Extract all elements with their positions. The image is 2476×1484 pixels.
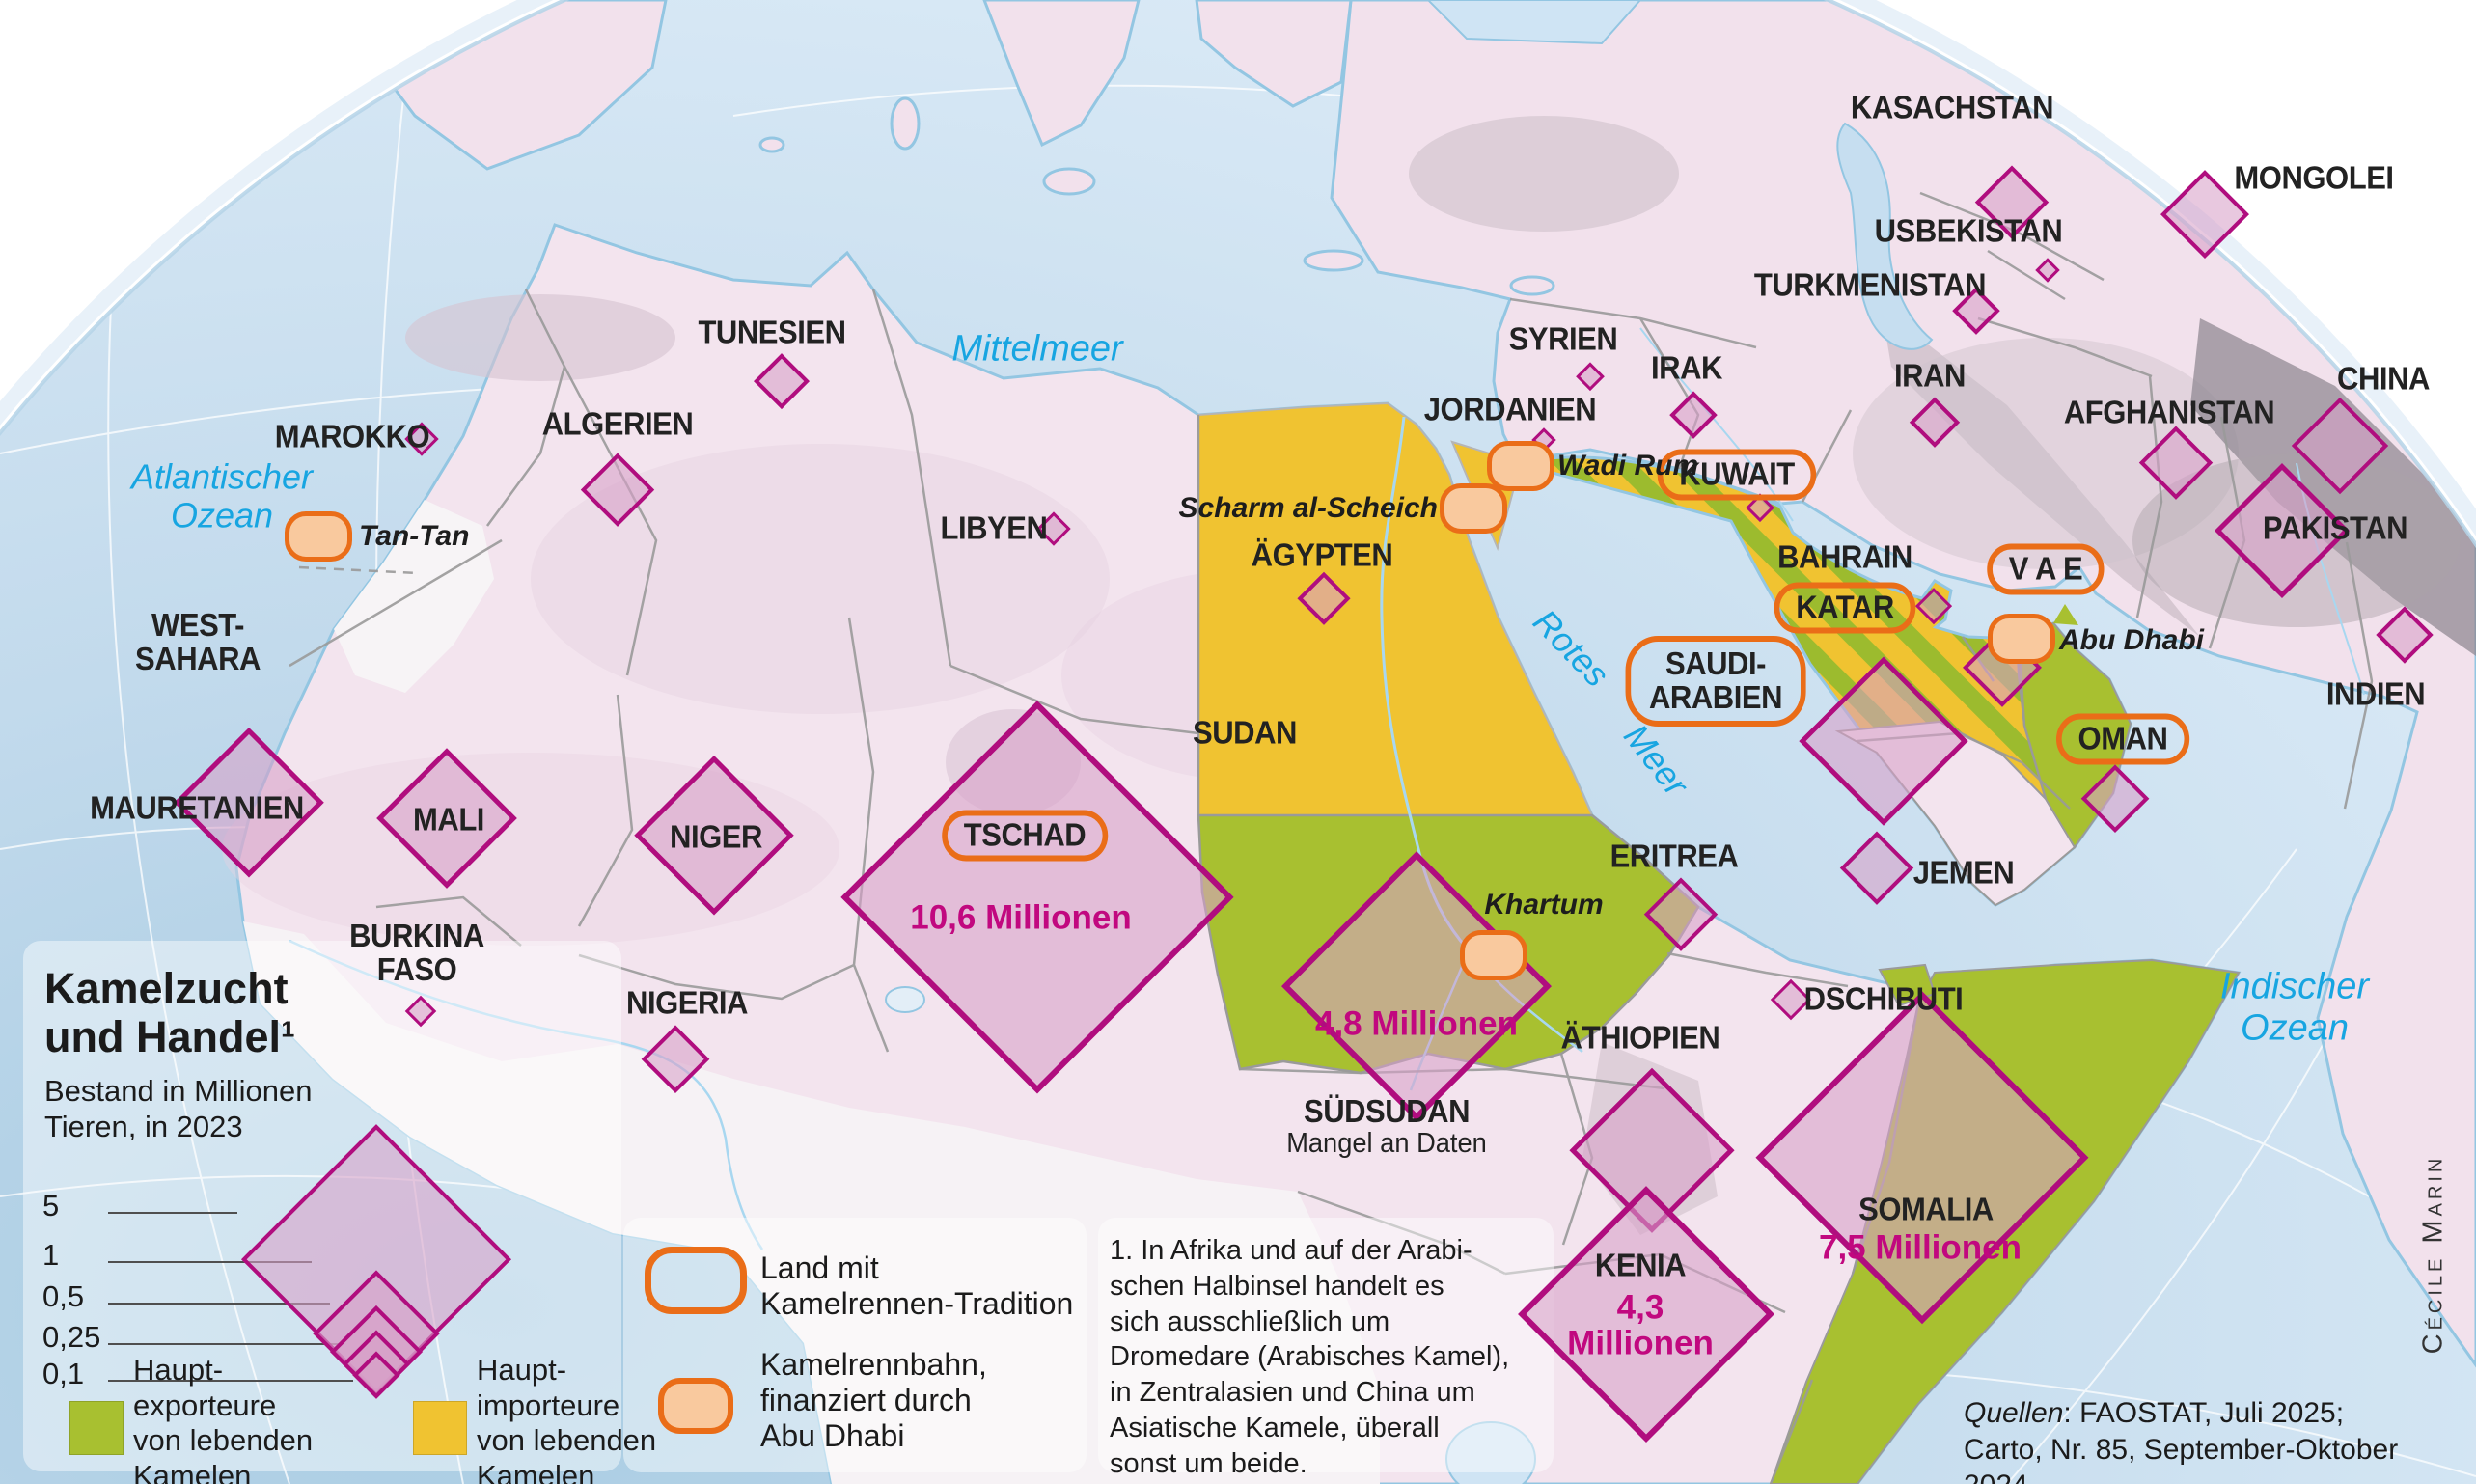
legend-scale-label-0,5: 0,5 bbox=[42, 1279, 85, 1313]
legend-scale-label-5: 5 bbox=[42, 1189, 60, 1223]
country-label-china: CHINA bbox=[2337, 360, 2430, 397]
population-value-kenia: 4,3 Millionen bbox=[1567, 1288, 1714, 1361]
legend-tradition-label: Land mit Kamelrennen-Tradition bbox=[760, 1250, 1074, 1322]
racetrack-pill-abu-dhabi bbox=[1988, 614, 2055, 664]
legend-exporter-label: Haupt-exporteure von lebenden Kamelen bbox=[133, 1353, 314, 1484]
footnote-line: Dromedare (Arabisches Kamel), bbox=[1110, 1341, 1510, 1373]
country-label-usbekistan: USBEKISTAN bbox=[1874, 212, 2063, 249]
country-label-aethiopien: ÄTHIOPIEN bbox=[1560, 1019, 1720, 1056]
country-label-suedsudan: SÜDSUDAN Mangel an Daten bbox=[1286, 1093, 1487, 1160]
country-label-turkmenistan: TURKMENISTAN bbox=[1753, 266, 1987, 303]
country-label-jordanien: JORDANIEN bbox=[1423, 391, 1597, 427]
place-label-wadi-rum: Wadi Rum bbox=[1557, 450, 1699, 481]
country-label-tschad: TSCHAD bbox=[942, 810, 1108, 862]
country-label-pakistan: PAKISTAN bbox=[2262, 509, 2408, 546]
country-label-tunesien: TUNESIEN bbox=[698, 314, 846, 350]
legend-scale-label-0,1: 0,1 bbox=[42, 1357, 85, 1390]
water-label-indischer-ozean: Indischer Ozean bbox=[2219, 966, 2370, 1048]
country-label-algerien: ALGERIEN bbox=[541, 405, 694, 442]
country-label-west-sahara: WEST- SAHARA bbox=[135, 607, 261, 676]
country-label-syrien: SYRIEN bbox=[1508, 320, 1618, 357]
racetrack-pill-wadi-rum bbox=[1487, 441, 1554, 491]
sources: Quellen: FAOSTAT, Juli 2025; Carto, Nr. … bbox=[1964, 1395, 2476, 1484]
racetrack-pill-scharm-al-scheich bbox=[1440, 483, 1507, 534]
racetrack-pill-tan-tan bbox=[285, 511, 352, 562]
place-label-tan-tan: Tan-Tan bbox=[359, 520, 470, 552]
footnote-line: sonst um beide. bbox=[1110, 1447, 1307, 1479]
lakes bbox=[885, 0, 1934, 1484]
footnote: 1. In Afrika und auf der Arabi-schen Hal… bbox=[1110, 1233, 1509, 1482]
country-label-jemen: JEMEN bbox=[1912, 854, 2015, 891]
legend-scale-line-0,25 bbox=[108, 1343, 343, 1345]
country-label-niger: NIGER bbox=[670, 818, 762, 855]
footnote-line: in Zentralasien und China um bbox=[1110, 1377, 1475, 1409]
sources-line2: Carto, Nr. 85, September-Oktober 2024. bbox=[1964, 1433, 2399, 1484]
region-no-data-west-sahara bbox=[334, 500, 494, 693]
place-label-khartum: Khartum bbox=[1484, 889, 1604, 921]
country-label-mongolei: MONGOLEI bbox=[2234, 159, 2394, 196]
country-label-eritrea: ERITREA bbox=[1609, 838, 1739, 874]
sources-word-quellen: Quellen bbox=[1964, 1397, 2064, 1429]
water-label-atlantischer-ozean: Atlantischer Ozean bbox=[130, 456, 314, 536]
legend-tradition-symbol bbox=[645, 1247, 747, 1314]
footnote-line: schen Halbinsel handelt es bbox=[1110, 1270, 1444, 1302]
country-label-saudi-arabien: SAUDI- ARABIEN bbox=[1625, 636, 1806, 727]
country-label-marokko: MAROKKO bbox=[274, 418, 430, 454]
footnote-line: Asiatische Kamele, überall bbox=[1110, 1413, 1440, 1444]
place-label-scharm-al-scheich: Scharm al-Scheich bbox=[1178, 492, 1438, 524]
legend-scale-line-0,5 bbox=[108, 1303, 330, 1305]
sources-line1: Quellen: FAOSTAT, Juli 2025; bbox=[1964, 1395, 2476, 1432]
racetrack-pill-khartum bbox=[1460, 930, 1527, 980]
legend-racetrack-symbol bbox=[658, 1378, 733, 1434]
country-label-kenia: KENIA bbox=[1594, 1247, 1687, 1283]
legend-scale-line-1 bbox=[108, 1261, 313, 1263]
country-label-kuwait: KUWAIT bbox=[1657, 449, 1817, 501]
country-label-mauretanien: MAURETANIEN bbox=[90, 789, 304, 826]
country-label-indien: INDIEN bbox=[2325, 675, 2426, 712]
country-label-nigeria: NIGERIA bbox=[626, 984, 748, 1021]
legend-importer-swatch bbox=[413, 1401, 467, 1455]
legend-scale-line-5 bbox=[108, 1212, 238, 1214]
author-credit: Cécile Marin bbox=[2417, 1154, 2449, 1355]
country-label-dschibuti: DSCHIBUTI bbox=[1803, 980, 1964, 1017]
sources-rest: : FAOSTAT, Juli 2025; bbox=[2063, 1397, 2345, 1429]
country-label-irak: IRAK bbox=[1651, 349, 1722, 386]
country-label-afghanistan: AFGHANISTAN bbox=[2063, 394, 2275, 430]
country-shape-oman-musandam bbox=[2053, 604, 2078, 625]
legend-scale-label-1: 1 bbox=[42, 1238, 60, 1272]
legend-subtitle: Bestand in Millionen Tieren, in 2023 bbox=[44, 1073, 312, 1144]
country-label-burkina-faso: BURKINA FASO bbox=[349, 918, 484, 987]
legend-importer-label: Haupt-importeure von lebenden Kamelen bbox=[477, 1353, 657, 1484]
legend-title-line2: und Handel¹ bbox=[44, 1012, 295, 1062]
country-label-somalia: SOMALIA bbox=[1858, 1191, 1994, 1227]
population-value-sudan: 4,8 Millionen bbox=[1314, 1004, 1519, 1043]
country-label-iran: IRAN bbox=[1894, 357, 1966, 394]
population-value-somalia: 7,5 Millionen bbox=[1818, 1228, 2022, 1267]
country-label-mali: MALI bbox=[413, 801, 484, 838]
country-label-katar: KATAR bbox=[1774, 582, 1916, 634]
legend-exporter-swatch bbox=[69, 1401, 124, 1455]
water-label-mittelmeer: Mittelmeer bbox=[951, 328, 1123, 370]
place-label-abu-dhabi: Abu Dhabi bbox=[2059, 624, 2204, 656]
country-label-vae: V A E bbox=[1987, 543, 2105, 595]
footnote-line: sich ausschließlich um bbox=[1110, 1305, 1390, 1337]
footnote-line: 1. In Afrika und auf der Arabi- bbox=[1110, 1235, 1472, 1266]
legend-racetrack-label: Kamelrennbahn, finanziert durch Abu Dhabi bbox=[760, 1347, 987, 1454]
country-label-oman: OMAN bbox=[2055, 713, 2190, 765]
legend-scale-line-0,1 bbox=[108, 1380, 354, 1382]
legend-title-line1: Kamelzucht bbox=[44, 964, 289, 1013]
country-label-libyen: LIBYEN bbox=[940, 509, 1048, 546]
legend-title: Kamelzucht und Handel¹ bbox=[44, 964, 295, 1062]
region-no-data-west-africa bbox=[243, 921, 1380, 1484]
population-value-tschad: 10,6 Millionen bbox=[910, 898, 1132, 937]
legend-subtitle-line2: Tieren, in 2023 bbox=[44, 1110, 243, 1144]
country-label-kasachstan: KASACHSTAN bbox=[1850, 89, 2054, 125]
legend-subtitle-line1: Bestand in Millionen bbox=[44, 1074, 313, 1108]
country-label-bahrain: BAHRAIN bbox=[1777, 538, 1912, 575]
country-label-sudan: SUDAN bbox=[1193, 714, 1297, 751]
footnote-panel bbox=[1098, 1218, 1554, 1472]
legend-scale-label-0,25: 0,25 bbox=[42, 1320, 101, 1354]
country-label-aegypten: ÄGYPTEN bbox=[1251, 536, 1393, 573]
